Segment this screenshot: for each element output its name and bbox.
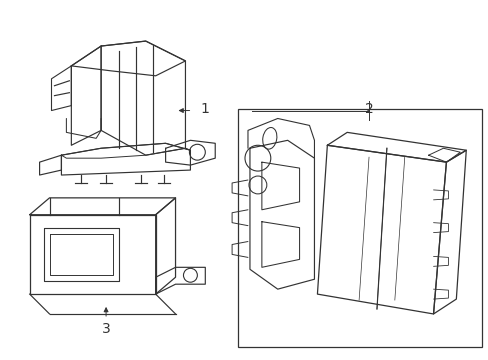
Text: 3: 3 [102, 322, 110, 336]
Text: 1: 1 [200, 102, 209, 116]
Text: 2: 2 [364, 102, 373, 116]
Bar [238, 109, 481, 347]
